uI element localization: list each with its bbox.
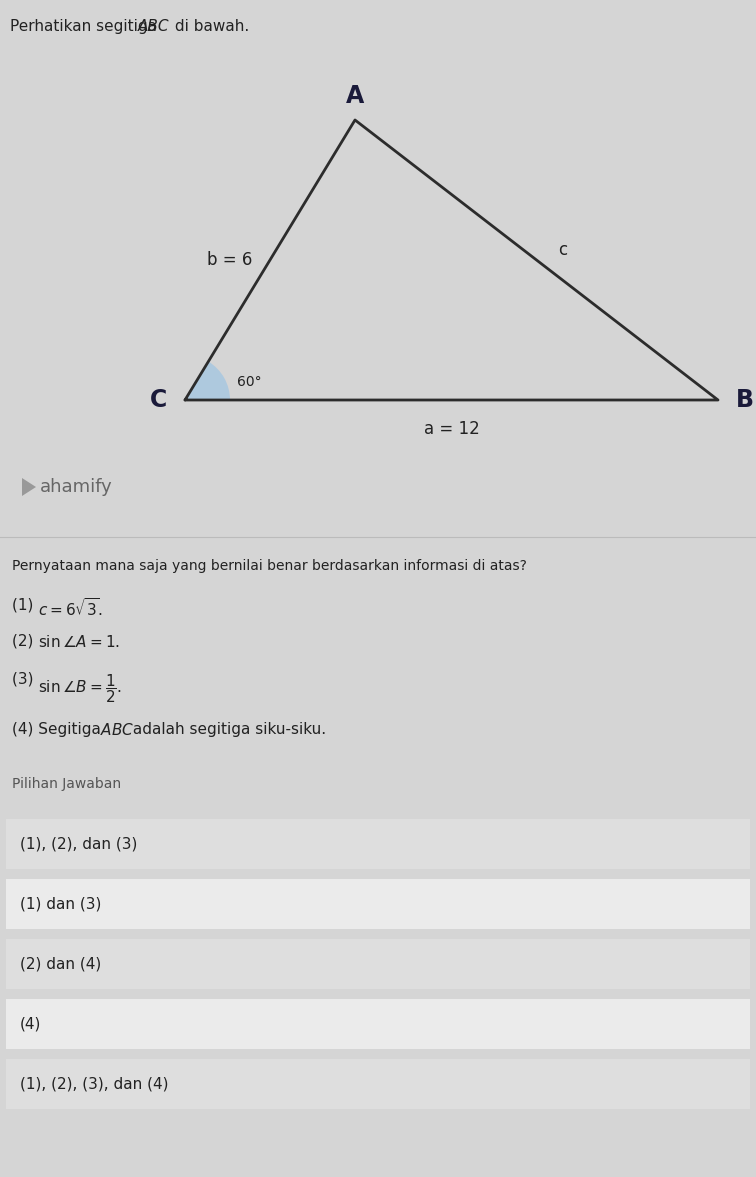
Text: (1), (2), dan (3): (1), (2), dan (3) [20,837,138,851]
Text: (4) Segitiga: (4) Segitiga [12,722,106,737]
Text: (1) dan (3): (1) dan (3) [20,897,101,911]
Text: Pernyataan mana saja yang bernilai benar berdasarkan informasi di atas?: Pernyataan mana saja yang bernilai benar… [12,559,527,573]
Text: $\sin \angle B = \dfrac{1}{2}$.: $\sin \angle B = \dfrac{1}{2}$. [38,672,122,705]
Text: (2) dan (4): (2) dan (4) [20,957,101,971]
Text: (2): (2) [12,634,39,649]
Text: b = 6: b = 6 [206,251,252,270]
Bar [6,1059,750,1109]
Text: (1): (1) [12,597,39,612]
Bar [6,819,750,869]
Text: adalah segitiga siku-siku.: adalah segitiga siku-siku. [128,722,326,737]
Text: $c = 6\sqrt{3}$.: $c = 6\sqrt{3}$. [38,597,103,619]
Text: (3): (3) [12,672,39,687]
Text: (4): (4) [20,1017,42,1031]
Wedge shape [185,361,230,400]
Text: C: C [150,388,167,412]
Text: Perhatikan segitiga: Perhatikan segitiga [10,19,162,34]
Text: A: A [346,84,364,108]
Text: B: B [736,388,754,412]
Text: Pilihan Jawaban: Pilihan Jawaban [12,777,121,791]
Bar [6,879,750,929]
Text: a = 12: a = 12 [423,420,479,438]
Text: di bawah.: di bawah. [170,19,249,34]
Text: $\sin \angle A = 1$.: $\sin \angle A = 1$. [38,634,120,650]
Text: ahamify: ahamify [40,478,113,496]
Text: (1), (2), (3), dan (4): (1), (2), (3), dan (4) [20,1077,169,1091]
Bar [6,939,750,989]
Text: ABC: ABC [138,19,169,34]
Polygon shape [22,478,36,496]
Text: $ABC$: $ABC$ [100,722,135,738]
Bar [6,999,750,1049]
Text: 60°: 60° [237,375,262,390]
Text: c: c [559,241,568,259]
